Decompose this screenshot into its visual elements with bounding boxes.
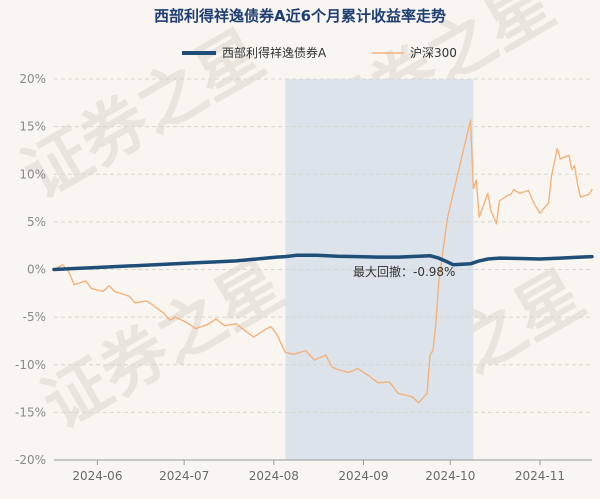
max-drawdown-label: 最大回撤：-0.98% — [353, 264, 455, 279]
x-tick-label: 2024-07 — [159, 469, 209, 483]
series-line-csi300 — [53, 119, 593, 404]
watermark-text: 证券之星 — [10, 15, 277, 214]
y-tick-label: 20% — [19, 72, 46, 86]
series-line-fund — [52, 253, 594, 272]
y-tick-label: 10% — [19, 167, 46, 181]
y-tick-label: -10% — [15, 358, 46, 372]
chart-title: 西部利得祥逸债券A近6个月累计收益率走势 — [154, 7, 446, 25]
y-axis-ticks: 20% 15% 10% 5% 0% -5% -10% -15% -20% — [15, 72, 46, 467]
y-tick-label: 15% — [19, 120, 46, 134]
x-tick-label: 2024-11 — [515, 469, 565, 483]
legend-label-fund: 西部利得祥逸债券A — [222, 45, 327, 60]
x-tick-label: 2024-08 — [249, 469, 299, 483]
series-layer — [52, 119, 594, 404]
legend-label-csi300: 沪深300 — [410, 46, 457, 60]
y-tick-label: -5% — [23, 310, 46, 324]
x-axis-ticks: 2024-06 2024-07 2024-08 2024-09 2024-10 2024-… — [54, 459, 592, 483]
x-tick-label: 2024-10 — [425, 469, 475, 483]
legend: 西部利得祥逸债券A 沪深300 — [182, 45, 457, 60]
x-tick-label: 2024-09 — [338, 469, 388, 483]
x-tick-label: 2024-06 — [72, 469, 122, 483]
y-tick-label: 5% — [27, 215, 46, 229]
y-tick-label: -20% — [15, 453, 46, 467]
y-tick-label: -15% — [15, 405, 46, 419]
y-tick-label: 0% — [27, 263, 46, 277]
